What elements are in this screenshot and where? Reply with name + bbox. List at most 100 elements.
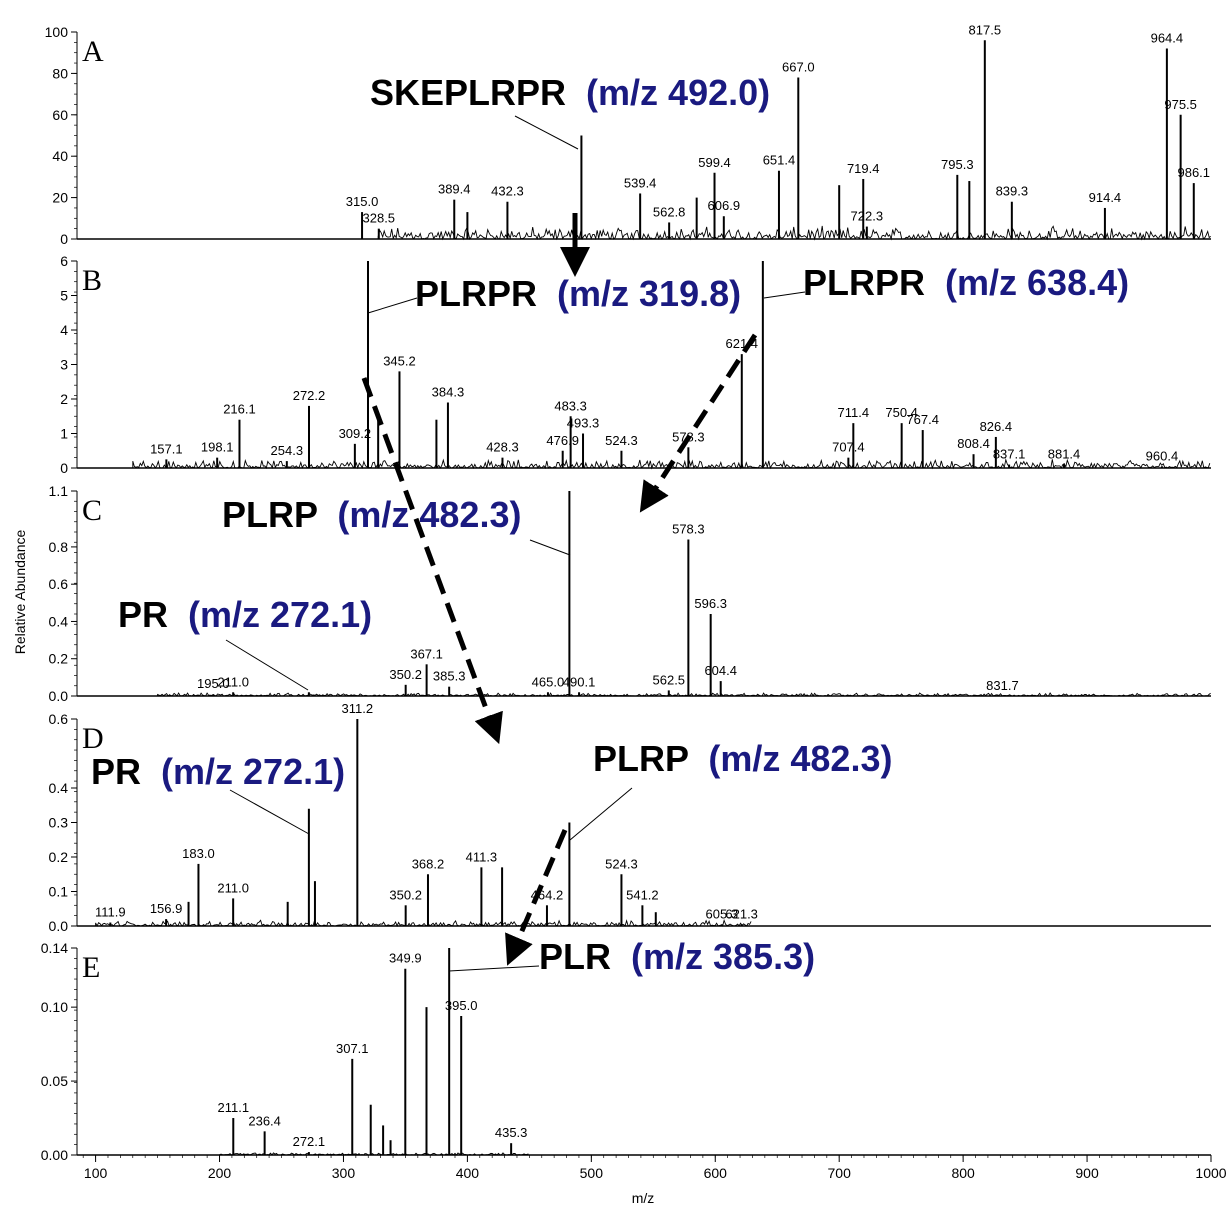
annotation-panel-b-right: PLRPR (m/z 638.4) — [803, 262, 1129, 303]
baseline-noise — [219, 1152, 529, 1156]
peak-label: 111.9 — [95, 905, 126, 920]
annotation-panel-c-top: PLRP (m/z 482.3) — [222, 494, 521, 535]
peak-label: 562.8 — [653, 204, 686, 219]
y-tick-label: 0 — [60, 460, 68, 476]
y-tick-label: 0.3 — [49, 815, 69, 831]
peak-label: 599.4 — [698, 155, 731, 170]
panel-d: 0.0 0.1 0.2 0.3 0.4 0.6 D 111.9 156.9 183.0 211.0 3… — [49, 701, 1211, 934]
peak-label: 817.5 — [969, 22, 1002, 37]
y-tick-label: 0.2 — [49, 651, 69, 667]
peak-label: 211.0 — [217, 674, 249, 689]
peak-label: 384.3 — [432, 384, 465, 399]
peak-label: 831.7 — [986, 678, 1019, 693]
peak-label: 767.4 — [906, 412, 939, 427]
y-tick-label: 1.1 — [49, 483, 69, 499]
peak-label: 604.4 — [704, 663, 737, 678]
peak-label: 881.4 — [1048, 447, 1081, 462]
peak-label: 367.1 — [410, 646, 443, 661]
annotation-peptide: PLRPR — [803, 262, 925, 303]
peak-label: 562.5 — [653, 672, 686, 687]
panel-letter: A — [82, 35, 104, 68]
peak-label: 349.9 — [389, 951, 422, 966]
peak-label: 435.3 — [495, 1125, 528, 1140]
y-tick-label: 0.6 — [49, 576, 69, 592]
y-tick-label: 0.4 — [49, 613, 69, 629]
y-tick-label: 100 — [45, 24, 69, 40]
annotation-leader — [367, 297, 418, 314]
y-tick-label: 80 — [52, 65, 68, 81]
fragmentation-arrows — [361, 213, 758, 966]
peak-label: 651.4 — [763, 153, 796, 168]
y-tick-label: 60 — [52, 107, 68, 123]
peak-label: 837.1 — [993, 447, 1026, 462]
peak-label: 975.5 — [1164, 97, 1197, 112]
peak-label: 307.1 — [336, 1041, 369, 1056]
peak-label: 493.3 — [567, 416, 600, 431]
peak-label: 914.4 — [1089, 190, 1122, 205]
annotation-panel-d-left: PR (m/z 272.1) — [91, 751, 345, 792]
peak-label: 389.4 — [438, 182, 471, 197]
peak-label: 309.2 — [339, 426, 372, 441]
annotation-leader — [763, 291, 806, 299]
panel-letter: B — [82, 264, 102, 297]
annotation-peptide: PR — [91, 751, 141, 792]
y-tick-label: 0.10 — [41, 999, 68, 1015]
y-tick-label: 0.05 — [41, 1073, 68, 1089]
peak-label: 596.3 — [694, 596, 727, 611]
peak-label: 722.3 — [851, 209, 884, 224]
y-tick-label: 0.4 — [49, 780, 69, 796]
peak-label: 272.2 — [293, 388, 326, 403]
y-tick-label: 2 — [60, 391, 68, 407]
y-tick-label: 0.14 — [41, 940, 68, 956]
y-tick-label: 0.8 — [49, 539, 69, 555]
peak-label: 328.5 — [363, 211, 396, 226]
y-axis-title: Relative Abundance — [12, 530, 28, 655]
y-tick-label: 0.0 — [49, 688, 69, 704]
peak-label: 707.4 — [832, 440, 865, 455]
peak-label: 195.0 — [197, 676, 230, 691]
y-tick-label: 0 — [60, 231, 68, 247]
annotation-peptide: PR — [118, 594, 168, 635]
peak-label: 621.3 — [725, 906, 758, 921]
annotation-leader — [529, 539, 571, 556]
annotation-mz: (m/z 385.3) — [631, 936, 815, 977]
peak-label: 254.3 — [271, 443, 304, 458]
peak-label: 964.4 — [1151, 31, 1184, 46]
peak-label: 605.3 — [706, 906, 739, 921]
peak-label: 524.3 — [605, 433, 638, 448]
peak-label: 315.0 — [346, 194, 379, 209]
y-tick-label: 0.2 — [49, 849, 69, 865]
annotation-peptide: PLR — [539, 936, 611, 977]
peak-label: 826.4 — [980, 419, 1013, 434]
annotations: SKEPLRPR (m/z 492.0) PLRPR (m/z 319.8) P… — [91, 72, 1129, 977]
peak-label: 432.3 — [491, 184, 524, 199]
annotation-mz: (m/z 272.1) — [161, 751, 345, 792]
y-tick-label: 0.00 — [41, 1147, 68, 1163]
panel-b: 0 1 2 3 4 5 6B 157.1 198.1 216.1 254.3 272.2 309.2 34… — [60, 253, 1211, 476]
y-tick-label: 0.0 — [49, 918, 69, 934]
annotation-panel-d-right: PLRP (m/z 482.3) — [593, 738, 892, 779]
peak-label: 986.1 — [1177, 165, 1210, 180]
y-tick-label: 20 — [52, 190, 68, 206]
peak-label: 483.3 — [554, 398, 587, 413]
peak-label: 808.4 — [957, 436, 990, 451]
peak-label: 476.9 — [546, 433, 579, 448]
peak-label: 236.4 — [248, 1113, 281, 1128]
peak-label: 350.2 — [389, 887, 422, 902]
y-tick-label: 0.1 — [49, 884, 69, 900]
annotation-mz: (m/z 272.1) — [188, 594, 372, 635]
x-axis-title: m/z — [632, 1190, 655, 1206]
x-tick-label: 400 — [456, 1165, 480, 1181]
x-tick-label: 200 — [208, 1165, 232, 1181]
peak-label: 157.1 — [150, 441, 183, 456]
annotation-leader — [569, 787, 633, 841]
y-tick-label: 0.6 — [49, 711, 69, 727]
x-tick-label: 700 — [828, 1165, 852, 1181]
annotation-peptide: PLRPR — [415, 273, 537, 314]
peak-label: 198.1 — [201, 440, 234, 455]
annotation-mz: (m/z 638.4) — [945, 262, 1129, 303]
y-tick-label: 3 — [60, 357, 68, 373]
peak-label: 795.3 — [941, 157, 974, 172]
